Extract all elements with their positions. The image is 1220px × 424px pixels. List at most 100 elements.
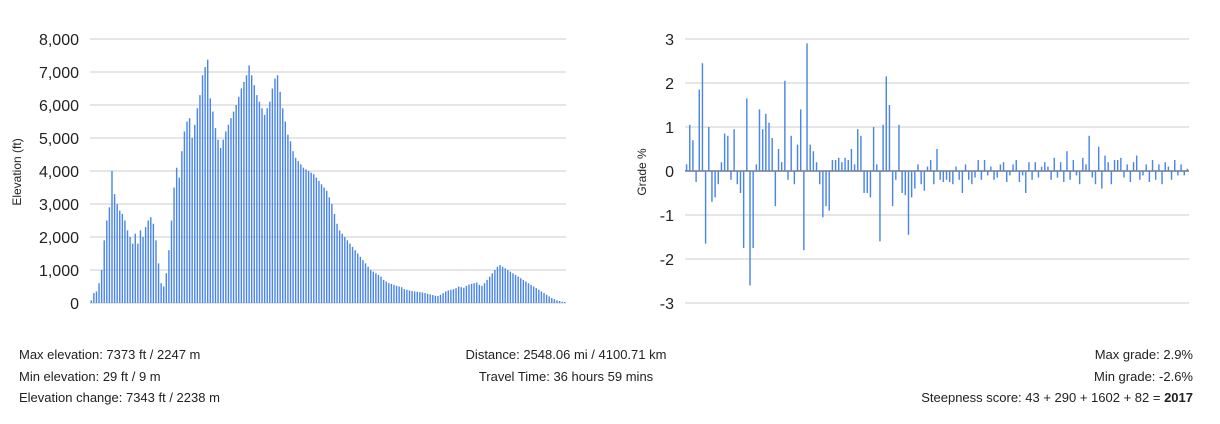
grade-bar <box>942 171 945 182</box>
grade-bar <box>723 133 726 171</box>
elevation-bar <box>543 293 545 303</box>
grade-bar <box>784 80 786 171</box>
elevation-y-tick-label: 8,000 <box>39 32 79 49</box>
grade-bar <box>980 171 983 180</box>
elevation-bar <box>413 291 416 303</box>
elevation-bar <box>207 59 209 303</box>
elevation-bar <box>460 287 462 303</box>
elevation-bar <box>388 283 390 303</box>
grade-bar <box>742 171 745 248</box>
grade-bar <box>831 160 834 171</box>
elevation-bar <box>155 240 157 303</box>
grade-bar <box>910 171 913 198</box>
elevation-bar <box>419 292 421 303</box>
grade-bar <box>1082 157 1084 171</box>
elevation-bar <box>292 151 294 303</box>
grade-bar <box>793 171 796 185</box>
elevation-bar <box>455 288 457 303</box>
grade-bar <box>689 124 691 171</box>
elevation-bar <box>320 184 323 303</box>
elevation-bar <box>535 288 537 303</box>
grade-bar <box>761 129 764 171</box>
elevation-bar <box>545 294 548 303</box>
grade-y-tick-label: -1 <box>660 208 674 225</box>
grade-bar <box>1135 155 1138 171</box>
grade-bar <box>964 164 967 171</box>
elevation-bar <box>406 289 408 303</box>
grade-bar <box>720 162 723 171</box>
grade-bar <box>1170 171 1173 180</box>
elevation-bar <box>313 174 315 303</box>
grade-bar <box>1094 171 1097 185</box>
travel-time-text: Travel Time: 36 hours 59 mins <box>478 368 654 384</box>
grade-bar <box>739 171 742 193</box>
elevation-bar <box>201 75 204 303</box>
grade-bar <box>758 109 761 171</box>
elevation-bar <box>457 286 460 303</box>
elevation-bar <box>558 301 561 303</box>
elevation-bar <box>116 204 118 303</box>
elevation-bar <box>564 302 566 303</box>
elevation-bar <box>380 276 382 303</box>
grade-bar <box>955 166 957 171</box>
elevation-bar <box>93 293 95 303</box>
elevation-bar <box>144 227 147 303</box>
grade-bar <box>777 149 780 171</box>
grade-bar <box>1025 171 1027 193</box>
elevation-bar <box>160 283 162 303</box>
elevation-bar <box>514 274 517 303</box>
elevation-bar <box>408 290 411 303</box>
grade-bar <box>1104 155 1106 171</box>
grade-bar <box>1091 171 1094 178</box>
grade-bar <box>730 171 732 180</box>
steepness-score-text: Steepness score: 43 + 290 + 1602 + 82 = … <box>921 387 1193 409</box>
grade-bar <box>749 171 751 286</box>
elevation-bar <box>157 263 160 303</box>
elevation-bar <box>393 284 395 303</box>
grade-bar <box>1006 171 1008 182</box>
elevation-bar <box>232 111 235 303</box>
grade-bar <box>809 144 811 171</box>
grade-bar <box>838 157 840 171</box>
elevation-bar <box>509 271 512 303</box>
grade-bar <box>787 171 789 180</box>
elevation-bar <box>163 286 165 303</box>
grade-bar <box>895 171 897 180</box>
grade-bar <box>1072 160 1075 171</box>
elevation-bar <box>103 240 105 303</box>
elevation-bar <box>227 124 230 303</box>
elevation-bar <box>551 298 553 303</box>
elevation-bar <box>139 230 142 303</box>
grade-bar <box>872 127 875 171</box>
grade-bar <box>1174 160 1176 171</box>
elevation-bar <box>494 270 496 303</box>
elevation-bar <box>90 300 92 303</box>
elevation-bar <box>401 287 403 303</box>
elevation-bar <box>351 246 354 303</box>
elevation-bar <box>188 118 191 303</box>
elevation-y-tick-label: 2,000 <box>39 230 79 247</box>
grade-bar <box>885 76 887 171</box>
elevation-bar <box>212 111 214 303</box>
elevation-bar <box>258 101 261 303</box>
grade-bar <box>1164 162 1166 171</box>
grade-bar <box>1177 171 1179 176</box>
grade-bar <box>803 171 805 251</box>
grade-bar <box>1186 168 1189 171</box>
elevation-bar <box>219 147 222 303</box>
elevation-bar <box>561 301 563 303</box>
grade-bar <box>771 138 773 171</box>
grade-bar <box>914 171 916 189</box>
grade-bar <box>834 160 837 171</box>
elevation-bar <box>305 169 307 303</box>
elevation-bar <box>302 167 305 303</box>
grade-bar <box>1034 162 1036 171</box>
grade-bar <box>1180 164 1182 171</box>
elevation-bar <box>362 260 364 303</box>
elevation-bar <box>432 295 434 303</box>
elevation-bar <box>209 98 211 304</box>
elevation-bar <box>269 101 271 303</box>
grade-bar <box>917 164 919 171</box>
grade-bar <box>806 43 808 171</box>
elevation-bar <box>170 220 173 303</box>
